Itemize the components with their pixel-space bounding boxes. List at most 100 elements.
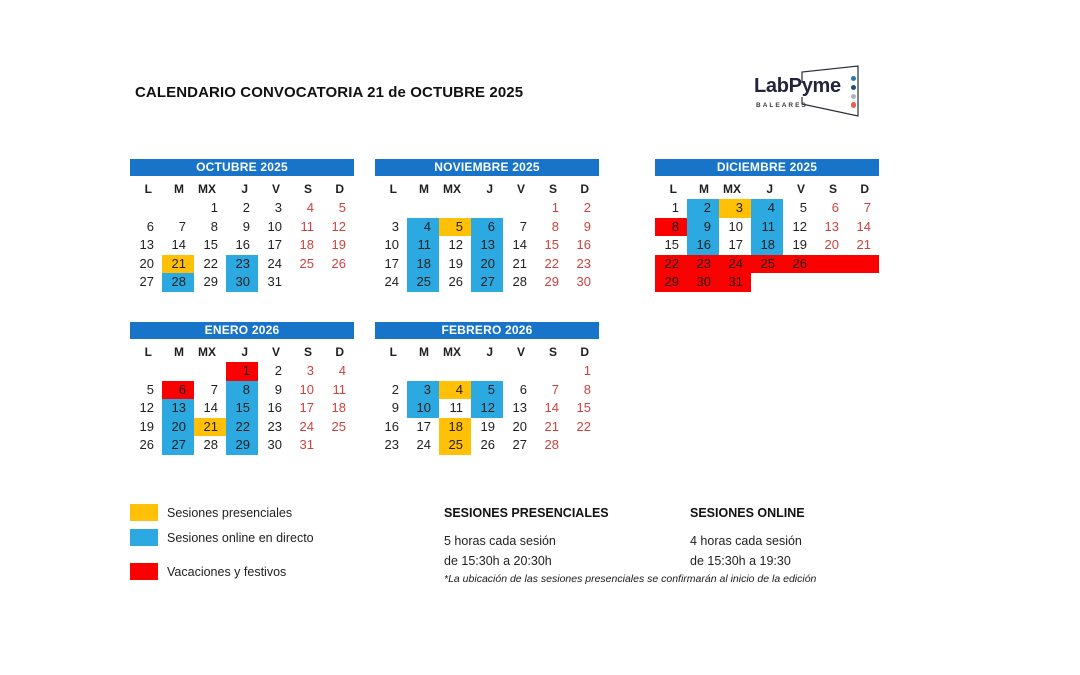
weekday-header: V bbox=[271, 345, 280, 359]
day-cell: 2 bbox=[391, 381, 399, 397]
day-cell: 3 bbox=[719, 199, 751, 218]
day-cell: 15 bbox=[203, 237, 218, 252]
day-cell: 4 bbox=[306, 200, 314, 215]
day-cell: 26 bbox=[448, 274, 463, 289]
legend-item: Sesiones presenciales bbox=[130, 504, 314, 521]
logo-dot-icon bbox=[851, 84, 857, 90]
day-cell: 21 bbox=[856, 237, 871, 252]
day-cell: 8 bbox=[655, 217, 687, 236]
day-cell: 9 bbox=[242, 218, 250, 234]
weekday-header: L bbox=[144, 345, 152, 359]
day-cell: 29 bbox=[226, 436, 258, 455]
day-cell: 28 bbox=[512, 274, 527, 289]
day-cell: 13 bbox=[139, 237, 154, 252]
day-cell: 21 bbox=[194, 417, 226, 436]
day-cell: 1 bbox=[583, 363, 591, 378]
empty-cell bbox=[407, 362, 439, 381]
weekday-header: MX bbox=[198, 345, 216, 359]
day-cell: 16 bbox=[687, 236, 719, 255]
day-cell: 23 bbox=[576, 255, 591, 271]
empty-cell bbox=[290, 273, 322, 292]
day-cell: 12 bbox=[448, 237, 463, 252]
legend-label: Sesiones online en directo bbox=[167, 530, 314, 545]
month-title: OCTUBRE 2025 bbox=[130, 159, 354, 176]
page-title: CALENDARIO CONVOCATORIA 21 de OCTUBRE 20… bbox=[135, 84, 524, 101]
day-cell: 29 bbox=[203, 274, 218, 289]
day-cell: 23 bbox=[687, 254, 719, 273]
logo-dots-icon bbox=[851, 76, 857, 108]
day-cell: 2 bbox=[274, 363, 282, 378]
info-presencial-title: SESIONES PRESENCIALES bbox=[444, 506, 609, 520]
empty-cell bbox=[375, 199, 407, 218]
empty-cell bbox=[815, 273, 847, 292]
weekday-header: L bbox=[144, 182, 152, 196]
day-cell: 9 bbox=[687, 217, 719, 236]
day-cell: 5 bbox=[146, 381, 154, 397]
day-cell: 17 bbox=[384, 255, 399, 271]
day-cell: 2 bbox=[583, 200, 591, 215]
logo-dot-icon bbox=[851, 102, 857, 108]
weekday-header: D bbox=[335, 345, 344, 359]
day-cell: 20 bbox=[162, 417, 194, 436]
empty-cell bbox=[130, 362, 162, 381]
day-cell: 2 bbox=[687, 199, 719, 218]
day-cell: 15 bbox=[576, 400, 591, 415]
day-cell: 17 bbox=[728, 237, 743, 252]
day-cell: 12 bbox=[331, 218, 346, 234]
empty-cell bbox=[439, 199, 471, 218]
day-cell: 4 bbox=[439, 380, 471, 399]
logo-dot-icon bbox=[851, 93, 857, 99]
day-cell: 28 bbox=[544, 437, 559, 452]
day-cell: 10 bbox=[728, 218, 743, 234]
weekday-header: M bbox=[419, 182, 429, 196]
day-cell: 5 bbox=[338, 200, 346, 215]
empty-cell bbox=[471, 362, 503, 381]
weekday-header: S bbox=[303, 182, 312, 196]
empty-cell bbox=[375, 362, 407, 381]
weekday-header: MX bbox=[443, 345, 461, 359]
day-cell: 20 bbox=[471, 254, 503, 273]
month-title: NOVIEMBRE 2025 bbox=[375, 159, 599, 176]
day-cell: 1 bbox=[551, 200, 559, 215]
weekday-header: V bbox=[796, 182, 805, 196]
day-cell: 14 bbox=[203, 400, 218, 415]
day-cell: 5 bbox=[799, 200, 807, 215]
day-cell: 27 bbox=[512, 437, 527, 452]
day-cell: 6 bbox=[146, 218, 154, 234]
day-cell: 19 bbox=[331, 237, 346, 252]
legend-label: Vacaciones y festivos bbox=[167, 564, 287, 579]
info-sesiones-online: SESIONES ONLINE 4 horas cada sesión de 1… bbox=[690, 506, 805, 571]
month-grid: L M MX J V S D 1 2 3 4 5 6 7 8 9 10 11 12 13 14 15 16 17 18 19 20 2… bbox=[130, 179, 354, 292]
weekday-header: D bbox=[580, 345, 589, 359]
month-grid: L M MX J V S D 1 2 3 4 5 6 7 8 9 10 11 12 13 14 15 16 17 18 19 20 2… bbox=[375, 179, 599, 292]
legend: Sesiones presenciales Sesiones online en … bbox=[130, 504, 314, 580]
day-cell: 11 bbox=[751, 217, 783, 236]
day-cell: 23 bbox=[226, 254, 258, 273]
day-cell: 24 bbox=[384, 274, 399, 289]
info-online-line: de 15:30h a 19:30 bbox=[690, 553, 791, 568]
day-cell: 14 bbox=[171, 237, 186, 252]
weekday-header: L bbox=[669, 182, 677, 196]
day-cell: 18 bbox=[331, 400, 346, 415]
empty-cell bbox=[162, 199, 194, 218]
empty-cell bbox=[847, 273, 879, 292]
day-cell: 15 bbox=[226, 399, 258, 418]
day-cell: 21 bbox=[162, 254, 194, 273]
day-cell: 15 bbox=[664, 237, 679, 252]
day-cell: 9 bbox=[391, 400, 399, 415]
empty-cell bbox=[783, 273, 815, 292]
weekday-header: D bbox=[860, 182, 869, 196]
weekday-header: MX bbox=[198, 182, 216, 196]
weekday-header: L bbox=[389, 182, 397, 196]
month-grid: L M MX J V S D 1 2 3 4 5 6 7 8 9 10 11 12 13 14 15 16 17 18 19 20 2… bbox=[375, 342, 599, 455]
day-cell: 16 bbox=[384, 418, 399, 434]
day-cell: 3 bbox=[306, 363, 314, 378]
day-cell: 14 bbox=[856, 218, 871, 234]
day-cell: 16 bbox=[267, 400, 282, 415]
day-cell: 10 bbox=[407, 399, 439, 418]
day-cell: 4 bbox=[751, 199, 783, 218]
day-cell: 20 bbox=[139, 255, 154, 271]
day-cell: 18 bbox=[751, 236, 783, 255]
day-cell: 22 bbox=[576, 418, 591, 434]
day-cell: 30 bbox=[576, 274, 591, 289]
